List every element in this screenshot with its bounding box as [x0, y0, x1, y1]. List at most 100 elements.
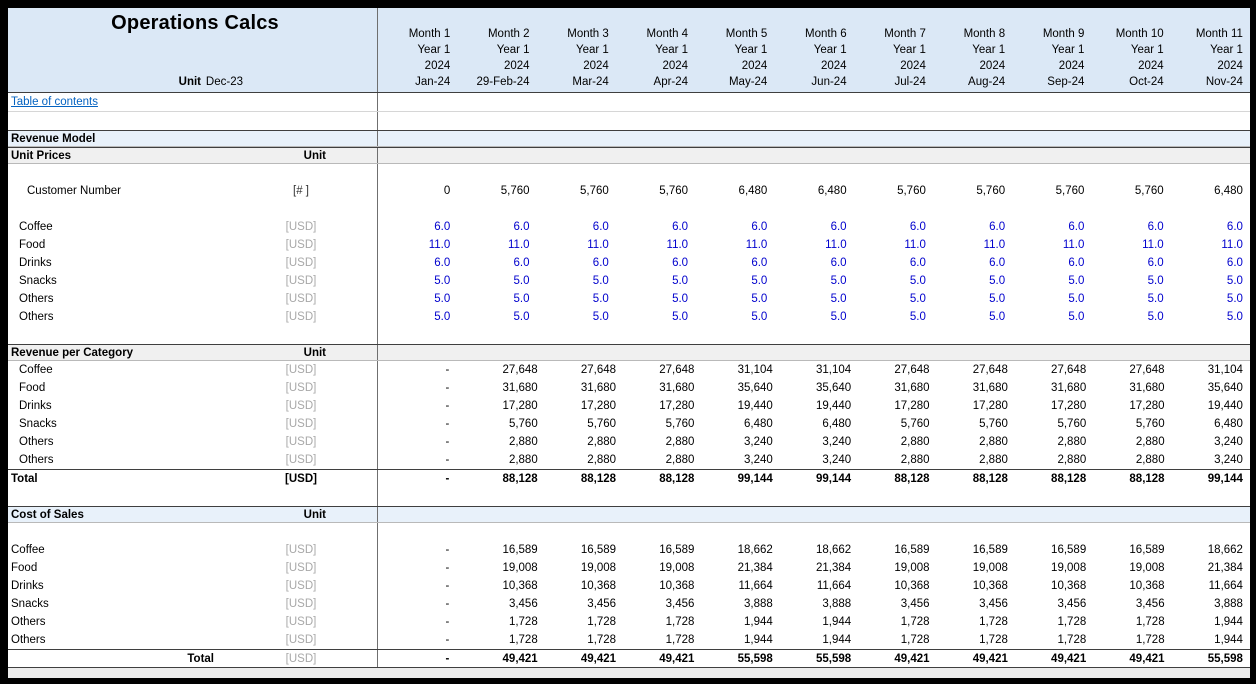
value-cell[interactable]: - — [445, 418, 450, 430]
value-cell[interactable]: 6.0 — [592, 221, 609, 233]
value-cell[interactable]: 5.0 — [751, 275, 768, 287]
value-cell[interactable]: 11.0 — [666, 239, 689, 251]
value-cell[interactable]: 18,662 — [737, 544, 773, 556]
value-cell[interactable]: 2,880 — [979, 454, 1008, 466]
value-cell[interactable]: 5.0 — [909, 311, 926, 323]
value-cell[interactable]: 16,589 — [1129, 544, 1165, 556]
value-cell[interactable]: 31,680 — [580, 382, 617, 394]
value-cell[interactable]: 1,728 — [1135, 634, 1165, 646]
value-cell[interactable]: 5.0 — [989, 311, 1006, 323]
value-cell[interactable]: 3,240 — [1214, 454, 1243, 466]
value-cell[interactable]: 2,880 — [665, 454, 695, 466]
value-cell[interactable]: 27,648 — [972, 364, 1008, 376]
value-cell[interactable]: - — [445, 562, 450, 574]
value-cell[interactable]: 35,640 — [737, 382, 773, 394]
value-cell[interactable]: 5,760 — [500, 185, 530, 197]
value-cell[interactable]: 6.0 — [1068, 257, 1085, 269]
value-cell[interactable]: 6.0 — [672, 257, 689, 269]
value-cell[interactable]: 1,944 — [744, 634, 773, 646]
value-cell[interactable]: 11.0 — [1062, 239, 1085, 251]
row-label[interactable]: Food — [11, 562, 38, 574]
value-cell[interactable]: 49,421 — [580, 652, 617, 665]
value-cell[interactable]: 27,648 — [894, 364, 930, 376]
value-cell[interactable]: 1,728 — [900, 616, 930, 628]
value-cell[interactable]: 1,728 — [587, 634, 617, 646]
value-cell[interactable]: 10,368 — [502, 580, 538, 592]
value-cell[interactable]: - — [445, 382, 450, 394]
value-cell[interactable]: 5.0 — [1226, 311, 1243, 323]
value-cell[interactable]: 3,888 — [822, 598, 852, 610]
value-cell[interactable]: - — [445, 436, 450, 448]
value-cell[interactable]: 2,880 — [900, 454, 930, 466]
value-cell[interactable]: 5.0 — [1147, 275, 1164, 287]
value-cell[interactable]: 1,728 — [1057, 616, 1087, 628]
value-cell[interactable]: 19,008 — [502, 562, 538, 574]
value-cell[interactable]: 31,680 — [1051, 382, 1087, 394]
value-cell[interactable]: - — [445, 364, 450, 376]
value-cell[interactable]: 2,880 — [508, 436, 538, 448]
value-cell[interactable]: 11.0 — [1142, 239, 1164, 251]
value-cell[interactable]: 19,008 — [1051, 562, 1087, 574]
value-cell[interactable]: 3,240 — [744, 454, 773, 466]
value-cell[interactable]: 5,760 — [976, 185, 1006, 197]
value-cell[interactable]: 5.0 — [434, 293, 451, 305]
value-cell[interactable]: 6,480 — [822, 418, 852, 430]
value-cell[interactable]: 10,368 — [972, 580, 1008, 592]
value-cell[interactable]: 1,944 — [822, 616, 852, 628]
value-cell[interactable]: 19,008 — [580, 562, 617, 574]
value-cell[interactable]: 5,760 — [587, 418, 617, 430]
value-cell[interactable]: - — [445, 598, 450, 610]
value-cell[interactable]: 5.0 — [909, 275, 926, 287]
value-cell[interactable]: 3,456 — [1135, 598, 1165, 610]
value-cell[interactable]: 5.0 — [592, 275, 609, 287]
value-cell[interactable]: 5.0 — [1147, 293, 1164, 305]
value-cell[interactable]: 2,880 — [979, 436, 1008, 448]
value-cell[interactable]: 1,728 — [1057, 634, 1087, 646]
value-cell[interactable]: 6.0 — [434, 221, 451, 233]
row-label[interactable]: Drinks — [11, 580, 44, 592]
value-cell[interactable]: 27,648 — [580, 364, 617, 376]
value-cell[interactable]: 18,662 — [815, 544, 852, 556]
value-cell[interactable]: 31,104 — [815, 364, 852, 376]
table-of-contents-link[interactable]: Table of contents — [11, 96, 98, 108]
value-cell[interactable]: 16,589 — [502, 544, 538, 556]
value-cell[interactable]: 35,640 — [815, 382, 852, 394]
value-cell[interactable]: 5,760 — [1057, 418, 1087, 430]
value-cell[interactable]: 2,880 — [587, 436, 617, 448]
value-cell[interactable]: 6.0 — [830, 221, 847, 233]
value-cell[interactable]: 5,760 — [1055, 185, 1085, 197]
value-cell[interactable]: 5.0 — [1068, 275, 1085, 287]
value-cell[interactable]: 1,944 — [1214, 616, 1243, 628]
value-cell[interactable]: 5,760 — [665, 418, 695, 430]
value-cell[interactable]: 6,480 — [1214, 185, 1243, 197]
row-label[interactable]: Others — [19, 436, 54, 448]
value-cell[interactable]: 11,664 — [816, 580, 852, 592]
value-cell[interactable]: 19,008 — [894, 562, 930, 574]
value-cell[interactable]: 31,104 — [1207, 364, 1243, 376]
row-label[interactable]: Snacks — [19, 275, 57, 287]
unit-cell[interactable]: Unit — [303, 347, 326, 359]
value-cell[interactable]: 6.0 — [989, 257, 1006, 269]
unit-cell[interactable]: [USD] — [285, 293, 317, 305]
value-cell[interactable]: 5.0 — [1147, 311, 1164, 323]
value-cell[interactable]: 11,664 — [738, 580, 773, 592]
value-cell[interactable]: 6.0 — [1147, 257, 1164, 269]
value-cell[interactable]: 1,728 — [900, 634, 930, 646]
value-cell[interactable]: 99,144 — [815, 473, 852, 485]
value-cell[interactable]: 17,280 — [894, 400, 930, 412]
value-cell[interactable]: 27,648 — [659, 364, 695, 376]
value-cell[interactable]: 21,384 — [737, 562, 773, 574]
value-cell[interactable]: 49,421 — [894, 652, 930, 665]
row-label[interactable]: Others — [19, 454, 54, 466]
value-cell[interactable]: - — [445, 473, 450, 485]
value-cell[interactable]: 6.0 — [751, 257, 768, 269]
row-label[interactable]: Snacks — [11, 598, 49, 610]
value-cell[interactable]: 6.0 — [672, 221, 689, 233]
row-label[interactable]: Coffee — [19, 221, 53, 233]
value-cell[interactable]: 5.0 — [1068, 311, 1085, 323]
value-cell[interactable]: 6.0 — [434, 257, 451, 269]
value-cell[interactable]: 99,144 — [737, 473, 773, 485]
value-cell[interactable]: 6.0 — [830, 257, 847, 269]
unit-cell[interactable]: [USD] — [285, 257, 317, 269]
value-cell[interactable]: - — [445, 652, 450, 665]
